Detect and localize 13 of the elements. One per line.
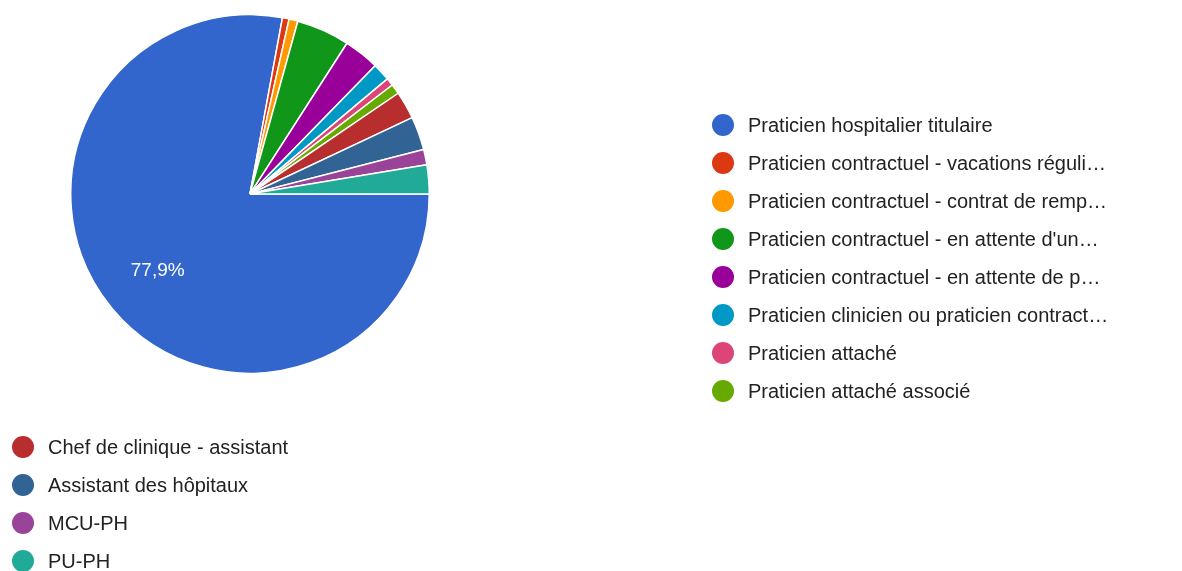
legend-label: Praticien clinicien ou praticien contract… [748, 303, 1109, 327]
legend-label: MCU-PH [48, 511, 128, 535]
legend-label: Assistant des hôpitaux [48, 473, 249, 497]
legend-label: Praticien hospitalier titulaire [748, 113, 993, 137]
data-label: 77,9% [130, 259, 185, 281]
legend-label: Praticien contractuel - vacations réguli… [748, 151, 1106, 175]
legend-label: Chef de clinique - assistant [48, 435, 289, 459]
legend-label: Praticien contractuel - en attente de p… [748, 265, 1101, 289]
legend-label: PU-PH [48, 549, 111, 571]
legend-label: Praticien attaché associé [748, 379, 971, 403]
legend-label: Praticien attaché [748, 341, 897, 365]
legend-label: Praticien contractuel - en attente d'un… [748, 227, 1099, 251]
legend-label: Praticien contractuel - contrat de remp… [748, 189, 1108, 213]
